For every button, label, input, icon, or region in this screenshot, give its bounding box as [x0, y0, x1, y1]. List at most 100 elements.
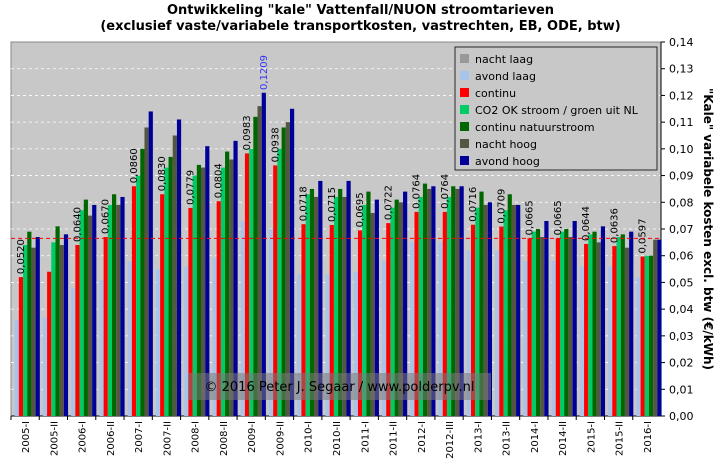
data-label: 0,0695: [355, 192, 366, 227]
legend-label: nacht hoog: [475, 138, 537, 151]
bar: [51, 242, 56, 416]
data-label: 0,0640: [72, 207, 83, 242]
bar: [648, 255, 654, 416]
x-tick-label: 2005-II: [49, 421, 60, 456]
bar: [325, 274, 330, 416]
bar: [584, 243, 589, 416]
legend-swatch: [460, 88, 469, 97]
bar: [466, 250, 472, 416]
y-tick-label: 0,01: [669, 383, 694, 396]
y-tick-label: 0,10: [669, 143, 694, 156]
bar: [459, 186, 464, 416]
legend-label: nacht laag: [475, 53, 533, 66]
data-label: 0,0597: [638, 219, 649, 254]
bar: [99, 279, 104, 416]
x-tick-label: 2013-II: [502, 421, 513, 456]
x-tick-label: 2014-II: [558, 421, 569, 456]
x-tick-label: 2007-II: [162, 421, 173, 456]
bar: [644, 255, 649, 416]
bar: [446, 196, 452, 416]
bar: [140, 148, 145, 416]
bar: [475, 207, 480, 416]
bar: [624, 247, 630, 416]
bar: [503, 210, 508, 416]
bar: [620, 234, 625, 416]
chart-title: Ontwikkeling "kale" Vattenfall/NUON stro…: [166, 3, 555, 18]
bar: [229, 159, 234, 417]
bar: [240, 220, 245, 416]
bar: [629, 231, 634, 416]
bar: [184, 266, 189, 416]
y-tick-label: 0,13: [669, 63, 694, 76]
x-tick-label: 2014-I: [530, 421, 541, 453]
bar: [511, 204, 517, 416]
y-axis-label: "Kale" variabele kosten excl. btw (€/kWh…: [701, 87, 716, 371]
bar: [107, 204, 113, 416]
x-tick-label: 2016-I: [643, 421, 654, 453]
data-label: 0,0830: [157, 156, 168, 191]
x-tick-label: 2005-I: [21, 421, 32, 453]
bar: [79, 210, 84, 416]
bar: [196, 164, 201, 416]
bar: [523, 261, 528, 416]
bar: [394, 199, 399, 416]
bar: [422, 183, 428, 416]
data-label: 0,0722: [383, 185, 394, 220]
x-tick-label: 2007-I: [134, 421, 145, 453]
data-label: 0,0709: [496, 189, 507, 224]
bar: [544, 220, 549, 416]
bar: [427, 188, 432, 416]
bar: [168, 156, 173, 416]
x-tick-label: 2006-I: [78, 421, 89, 453]
bar: [127, 261, 132, 416]
legend-box: [454, 46, 658, 171]
x-tick-label: 2006-II: [106, 421, 117, 456]
bar: [414, 211, 419, 416]
bar: [318, 180, 323, 416]
legend-swatch: [460, 139, 469, 148]
bar: [418, 196, 423, 416]
legend-label: continu: [475, 87, 516, 100]
bar: [188, 207, 193, 416]
bar: [579, 266, 585, 416]
bar: [200, 167, 206, 416]
bar: [136, 175, 141, 416]
bar: [314, 196, 319, 416]
bar: [527, 238, 532, 416]
bar: [479, 191, 484, 416]
data-label: 0,0665: [553, 200, 564, 235]
bar: [342, 196, 347, 416]
data-label: 0,0665: [525, 200, 536, 235]
bar: [212, 258, 217, 416]
x-tick-label: 2015-I: [586, 421, 597, 453]
data-label: 0,0644: [581, 206, 592, 241]
bar: [112, 194, 117, 416]
x-tick-label: 2010-II: [332, 421, 343, 456]
legend-swatch: [460, 54, 469, 63]
bar: [14, 319, 19, 416]
bar: [564, 229, 569, 416]
x-tick-label: 2015-II: [615, 421, 626, 456]
bar: [386, 223, 391, 416]
bar: [398, 202, 404, 416]
bar: [42, 317, 48, 416]
bar: [329, 224, 334, 416]
bar: [338, 188, 343, 416]
data-label: 0,0718: [299, 186, 310, 221]
bar: [281, 127, 286, 416]
bar: [18, 277, 24, 416]
bar: [540, 237, 545, 416]
bar: [155, 269, 161, 416]
data-label: 0,0983: [242, 115, 253, 150]
legend-swatch: [460, 105, 469, 114]
bar: [116, 204, 121, 416]
legend-label: continu natuurstroom: [475, 121, 595, 134]
legend-label: CO2 OK stroom / groen uit NL: [475, 104, 639, 117]
bar: [289, 108, 295, 417]
y-tick-label: 0,14: [669, 36, 694, 49]
bar: [301, 224, 306, 416]
x-tick-label: 2008-I: [191, 421, 202, 453]
chart-subtitle: (exclusief vaste/variabele transportkost…: [100, 19, 621, 34]
bar: [600, 226, 606, 416]
data-label: 0,0764: [440, 174, 451, 209]
